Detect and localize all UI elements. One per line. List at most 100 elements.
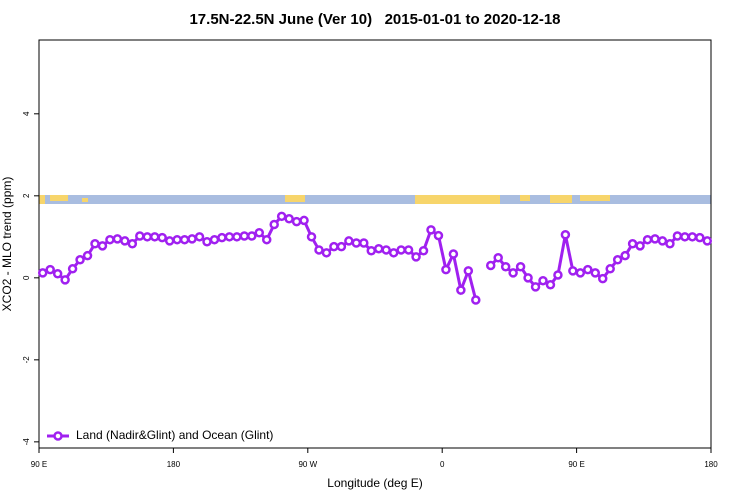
data-point xyxy=(418,246,429,256)
data-point xyxy=(433,230,444,241)
x-tick-label: 90 W xyxy=(298,460,317,469)
data-point xyxy=(202,236,212,247)
y-tick-label: 2 xyxy=(22,193,31,198)
data-point xyxy=(67,264,78,274)
data-point xyxy=(239,231,250,241)
data-point xyxy=(52,268,63,279)
data-point xyxy=(627,239,638,249)
y-axis-label: XCO2 - MLO trend (ppm) xyxy=(0,177,14,312)
data-point xyxy=(575,268,586,278)
data-point xyxy=(665,239,675,249)
data-point xyxy=(381,245,391,255)
data-point xyxy=(224,232,235,242)
data-point xyxy=(493,252,503,263)
x-tick-label: 180 xyxy=(167,460,181,469)
data-point xyxy=(45,264,55,275)
data-point xyxy=(411,252,421,262)
data-point xyxy=(396,245,406,255)
ocean-band xyxy=(39,195,711,204)
data-point xyxy=(650,234,660,244)
x-tick-label: 90 E xyxy=(31,460,47,469)
data-point xyxy=(37,268,48,278)
data-point xyxy=(680,232,690,242)
data-point xyxy=(605,264,615,274)
data-point xyxy=(314,245,324,255)
data-point xyxy=(590,268,601,278)
data-point xyxy=(463,266,474,276)
y-tick-label: 0 xyxy=(22,275,31,280)
data-point xyxy=(612,255,623,265)
land xyxy=(520,195,530,201)
plot-frame xyxy=(38,39,712,449)
land xyxy=(82,198,88,202)
data-point xyxy=(500,262,511,272)
data-point xyxy=(90,239,100,249)
x-tick-label: 180 xyxy=(704,460,718,469)
data-point xyxy=(515,262,526,272)
land xyxy=(39,195,45,204)
data-point xyxy=(60,275,70,285)
data-point xyxy=(291,216,302,227)
data-point xyxy=(82,250,93,261)
data-point xyxy=(553,270,563,280)
data-point xyxy=(261,234,272,245)
data-point xyxy=(299,215,309,226)
legend-marker xyxy=(53,431,63,441)
land xyxy=(580,195,610,201)
land xyxy=(415,195,500,204)
data-point xyxy=(105,234,115,245)
data-point xyxy=(187,234,197,244)
data-point xyxy=(209,234,220,245)
data-point xyxy=(657,236,668,246)
data-point xyxy=(485,260,496,271)
data-point xyxy=(702,236,713,246)
y-tick-label: -2 xyxy=(22,356,31,364)
data-point xyxy=(672,231,683,241)
data-point xyxy=(597,273,608,284)
data-point xyxy=(112,234,123,244)
data-point xyxy=(306,232,317,242)
data-point xyxy=(560,230,571,240)
data-point xyxy=(254,227,265,238)
data-point xyxy=(321,248,332,258)
data-point xyxy=(149,232,160,242)
data-point xyxy=(530,282,541,292)
data-point xyxy=(620,250,630,261)
x-tick-label: 0 xyxy=(440,460,445,469)
data-point xyxy=(135,231,145,241)
data-point xyxy=(538,275,548,286)
data-point xyxy=(366,246,377,256)
data-point xyxy=(359,238,369,248)
data-point xyxy=(164,236,175,246)
data-point xyxy=(695,232,705,243)
y-tick-label: 4 xyxy=(22,111,31,116)
data-point xyxy=(269,219,279,230)
data-point xyxy=(448,249,459,259)
data-point xyxy=(97,241,108,251)
data-point xyxy=(120,236,130,246)
data-point xyxy=(568,266,578,276)
data-point xyxy=(687,232,698,242)
data-point xyxy=(426,225,436,235)
y-tick-label: -4 xyxy=(22,438,31,446)
data-point xyxy=(157,232,167,243)
data-point xyxy=(508,268,518,278)
x-axis-label: Longitude (deg E) xyxy=(327,476,422,490)
data-point xyxy=(217,232,227,243)
data-point xyxy=(471,295,481,305)
data-point xyxy=(456,285,466,295)
data-point xyxy=(344,236,354,246)
data-point xyxy=(441,264,451,275)
data-point xyxy=(351,238,362,248)
data-point xyxy=(642,234,653,245)
map-strip xyxy=(39,195,711,204)
data-point xyxy=(284,214,294,224)
data-point xyxy=(276,211,287,222)
data-point xyxy=(232,232,242,242)
data-point xyxy=(388,248,399,258)
data-point xyxy=(373,243,384,254)
data-point xyxy=(142,232,153,242)
land xyxy=(285,195,305,202)
data-point xyxy=(127,239,138,249)
data-point xyxy=(75,255,85,265)
